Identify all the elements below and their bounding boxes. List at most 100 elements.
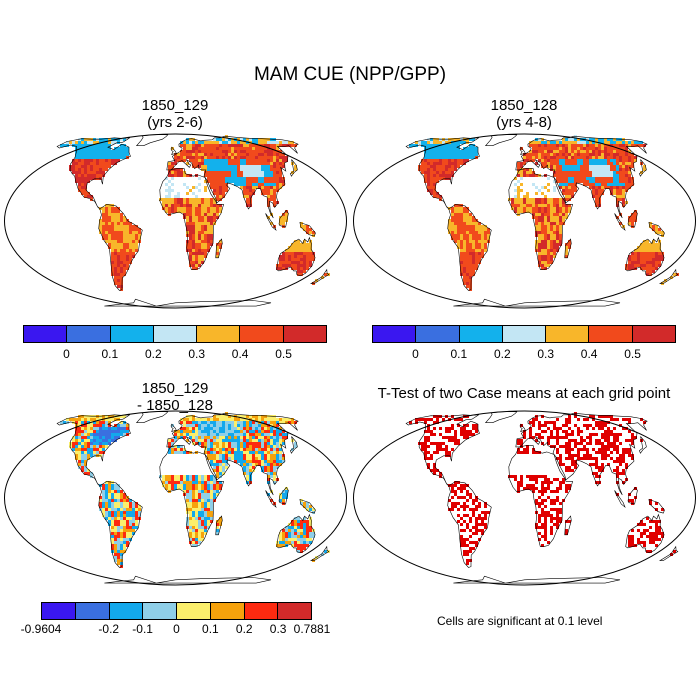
coastline-sa [447,481,492,568]
colorbar-tick-label: -0.9604 [20,622,62,636]
panel-2-title-line1: 1850_128 [490,97,558,114]
panel-2-title: 1850_128 (yrs 4-8) [374,97,674,131]
colorbar-swatch-8 [278,603,311,619]
colorbar-swatch-5 [546,326,590,342]
coastline-na [56,137,131,210]
colorbar-swatch-5 [197,326,241,342]
coastline-mg [215,238,223,259]
coastline-af [508,445,573,547]
colorbar-swatch-5 [177,603,211,619]
coastline-jp [639,159,647,177]
coastline-sa [98,481,143,568]
colorbar-difference [41,602,312,620]
colorbar-tick-label: 0 [173,622,180,636]
colorbar-tick-label: 0.4 [580,347,598,361]
map-boundary [353,410,696,586]
colorbar-tick-label: 0.1 [450,347,468,361]
colorbar-cue-left [23,325,327,343]
coastline-na [405,414,480,487]
coastline-ng [299,222,316,237]
coastline-na [405,137,480,210]
map-panel-difference [4,410,347,586]
coastline-nz [309,545,330,561]
colorbar-swatch-4 [143,603,177,619]
colorbar-swatch-4 [153,326,198,342]
colorbar-tick-label: 0.2 [144,347,162,361]
colorbar-tick-label: 0 [63,347,70,361]
coastline-gr [135,411,169,423]
coastline-af [159,445,224,547]
coastline-uk [170,423,177,432]
coastline-jp [639,436,647,454]
panel-1-title-line2: (yrs 2-6) [147,114,203,131]
figure-title: MAM CUE (NPP/GPP) [253,64,447,85]
coastline-nz [658,268,679,284]
panel-4-title: T-Test of two Case means at each grid po… [344,385,700,402]
panel-1-title: 1850_129 (yrs 2-6) [25,97,325,131]
coastline-bo [278,486,289,505]
colorbar-swatch-4 [502,326,547,342]
coastline-bo [627,209,638,228]
colorbar-swatch-1 [373,326,417,342]
coastline-uk [170,146,177,155]
coastline-mg [215,515,223,536]
coastline-mg [564,515,572,536]
map-boundary [353,133,696,309]
coastline-eu [515,135,648,219]
coastline-uk [519,146,526,155]
colorbar-swatch-7 [283,326,326,342]
coastline-au [276,236,316,277]
coastline-sa [447,204,492,291]
coastline-nz [309,268,330,284]
coastline-su [614,213,626,232]
panel-3-title-line1: 1850_129 [141,380,209,397]
map-panel-1850-128 [353,133,696,309]
coastline-ng [299,499,316,514]
colorbar-tick-label: 0.7881 [293,622,331,636]
coastline-af [159,168,224,270]
colorbar-swatch-2 [67,326,111,342]
coastline-gr [135,134,169,146]
coastline-ng [648,222,665,237]
colorbar-swatch-7 [244,603,279,619]
coastline-na [56,414,131,487]
colorbar-tick-label: 0.2 [235,622,253,636]
panel-3-title: 1850_129 - 1850_128 [25,380,325,414]
coastline-su [265,213,277,232]
colorbar-tick-label: 0.2 [493,347,511,361]
coastline-au [625,236,665,277]
colorbar-tick-label: 0.3 [269,622,287,636]
colorbar-tick-label: 0.5 [275,347,292,361]
colorbar-swatch-6 [210,603,245,619]
coastline-bo [627,486,638,505]
panel-2-title-line2: (yrs 4-8) [496,114,552,131]
coastline-eu [166,412,299,496]
colorbar-tick-label: -0.2 [98,622,120,636]
panel-4-title-line1: T-Test of two Case means at each grid po… [377,385,671,402]
coastline-bo [278,209,289,228]
colorbar-tick-label: 0 [412,347,419,361]
coastline-jp [290,436,298,454]
colorbar-cue-right [372,325,676,343]
colorbar-swatch-6 [240,326,284,342]
map-boundary [4,410,347,586]
panel-1-title-line1: 1850_129 [141,97,209,114]
colorbar-swatch-3 [110,326,154,342]
coastline-gr [484,411,518,423]
colorbar-swatch-1 [42,603,76,619]
colorbar-tick-label: 0.5 [624,347,641,361]
colorbar-tick-label: 0.4 [231,347,249,361]
coastline-uk [519,423,526,432]
coastline-su [265,490,277,509]
coastline-su [614,490,626,509]
colorbar-swatch-2 [416,326,460,342]
colorbar-tick-label: -0.1 [132,622,153,636]
panel-3-title-line2: - 1850_128 [137,397,213,414]
colorbar-swatch-1 [24,326,68,342]
coastline-mg [564,238,572,259]
map-panel-ttest [353,410,696,586]
coastline-sa [98,204,143,291]
colorbar-tick-label: 0.3 [188,347,206,361]
coastline-gr [484,134,518,146]
coastline-au [625,513,665,554]
